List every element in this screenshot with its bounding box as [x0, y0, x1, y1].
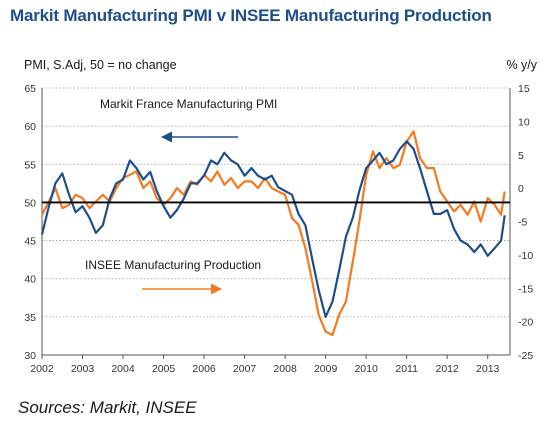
x-tick-label: 2013 — [476, 363, 500, 375]
left-axis-unit: PMI, S.Adj, 50 = no change — [24, 58, 177, 72]
x-tick-label: 2012 — [436, 363, 460, 375]
x-tick-label: 2009 — [314, 363, 338, 375]
production-annotation-label: INSEE Manufacturing Production — [85, 258, 261, 272]
x-tick-label: 2002 — [30, 363, 54, 375]
x-tick-label: 2011 — [395, 363, 418, 375]
left-tick-label: 40 — [24, 274, 36, 286]
production-series-line — [41, 130, 506, 337]
right-tick-label: 5 — [518, 150, 524, 162]
right-tick-label: -10 — [518, 250, 533, 262]
left-tick-label: 60 — [24, 121, 36, 133]
chart-title: Markit Manufacturing PMI v INSEE Manufac… — [10, 6, 492, 25]
right-tick-label: 10 — [518, 116, 530, 128]
left-tick-label: 50 — [24, 197, 36, 209]
right-tick-label: -20 — [518, 317, 533, 329]
left-tick-label: 35 — [24, 312, 36, 324]
left-tick-label: 30 — [24, 350, 36, 362]
x-tick-label: 2007 — [233, 363, 257, 375]
right-axis-unit: % y/y — [506, 58, 537, 72]
right-tick-label: -5 — [518, 217, 527, 229]
right-tick-label: -25 — [518, 350, 533, 362]
left-tick-label: 45 — [24, 236, 36, 248]
left-tick-label: 65 — [24, 83, 36, 95]
left-tick-label: 55 — [24, 159, 36, 171]
x-tick-label: 2008 — [273, 363, 297, 375]
right-tick-label: -15 — [518, 283, 533, 295]
right-tick-label: 15 — [518, 83, 530, 95]
x-tick-label: 2004 — [111, 363, 135, 375]
pmi-annotation-label: Markit France Manufacturing PMI — [100, 97, 277, 111]
pmi-series-line — [40, 140, 506, 318]
right-tick-label: 0 — [518, 183, 524, 195]
x-tick-label: 2005 — [152, 363, 176, 375]
source-note: Sources: Markit, INSEE — [18, 398, 197, 417]
x-tick-label: 2006 — [192, 363, 216, 375]
x-tick-label: 2010 — [354, 363, 378, 375]
x-tick-label: 2003 — [71, 363, 95, 375]
